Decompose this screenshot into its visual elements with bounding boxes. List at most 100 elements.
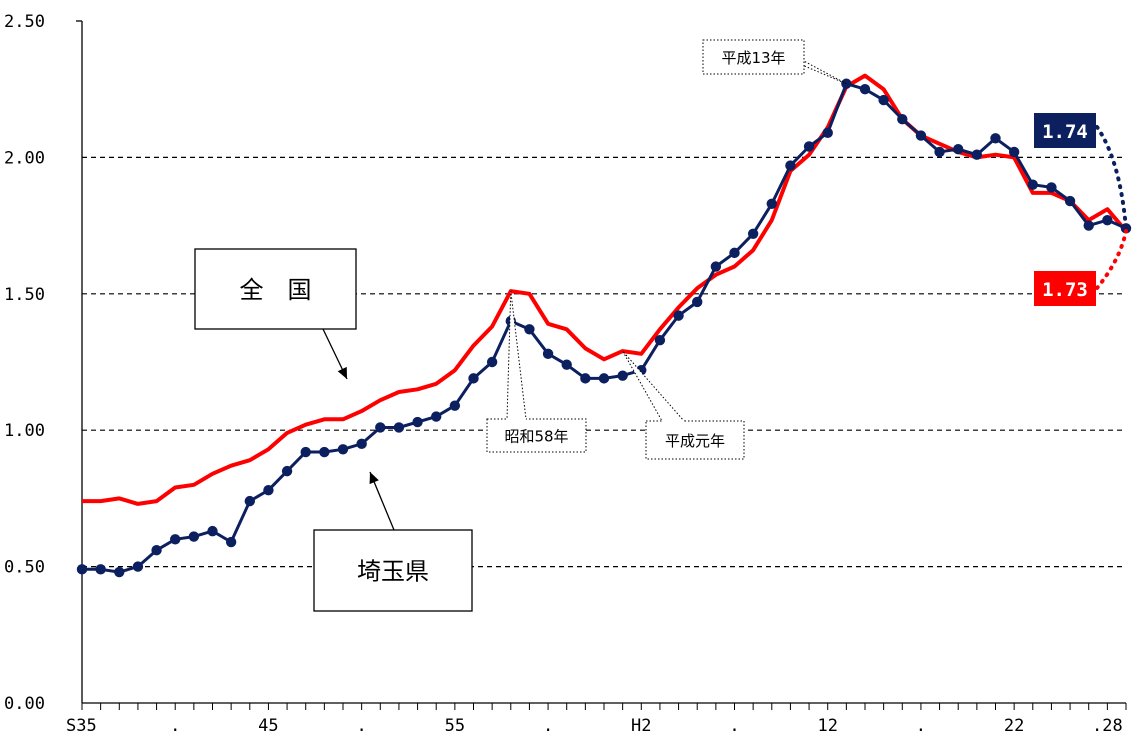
callout-box xyxy=(702,39,805,75)
saitama-data-point xyxy=(151,545,162,556)
y-tick-label: 2.50 xyxy=(4,12,45,32)
saitama-data-point xyxy=(710,261,722,272)
annotation-heisei1: 平成元年 xyxy=(622,350,745,460)
x-tick-label: . xyxy=(916,716,926,736)
x-tick-label: 12 xyxy=(817,716,837,736)
annotation-showa58: 昭和58年 xyxy=(486,291,587,453)
legend-label: 全 国 xyxy=(240,276,312,304)
saitama-data-point xyxy=(859,84,871,95)
gridlines xyxy=(82,156,1126,568)
legend-national: 全 国 xyxy=(194,248,357,380)
saitama-data-point xyxy=(1027,179,1038,190)
saitama-data-point xyxy=(878,94,889,106)
saitama-data-point xyxy=(561,359,572,370)
x-tick-label: . xyxy=(729,716,739,736)
saitama-data-point xyxy=(132,561,144,572)
national-end-label: 1.73 xyxy=(1042,279,1088,301)
x-tick-label: 45 xyxy=(258,716,278,736)
y-tick-label: 0.00 xyxy=(4,694,45,714)
legend-box xyxy=(194,248,357,330)
saitama-data-point xyxy=(990,133,1001,144)
x-tick-label: . xyxy=(170,716,180,736)
callout-box xyxy=(486,418,587,453)
callout-label: 平成元年 xyxy=(665,432,725,450)
axes: 0.00 0.50 1.00 1.50 2.00 2.50 S35. 45. 55. H2. 12.… xyxy=(4,12,1127,736)
national-end-label-bg xyxy=(1034,271,1096,306)
saitama-data-point xyxy=(170,534,181,545)
saitama-data-point xyxy=(281,465,293,477)
x-tick-label: 55 xyxy=(445,716,465,736)
legend-box xyxy=(313,529,473,612)
saitama-data-point xyxy=(1008,146,1020,158)
legend-arrow-head xyxy=(369,472,379,485)
saitama-data-point xyxy=(188,531,200,542)
saitama-end-label-bg xyxy=(1034,113,1096,148)
y-tick-label: 2.00 xyxy=(4,148,45,168)
saitama-data-point xyxy=(747,228,759,239)
callout-tail xyxy=(622,350,686,422)
saitama-data-point xyxy=(729,247,740,259)
y-tick-label: 1.00 xyxy=(4,421,45,441)
saitama-data-point xyxy=(300,446,311,458)
saitama-data-point xyxy=(692,296,703,308)
saitama-data-point xyxy=(244,495,255,507)
saitama-data-point xyxy=(803,141,815,152)
callout-box xyxy=(645,420,745,460)
y-tick-label: 1.50 xyxy=(4,285,45,305)
saitama-end-label: 1.74 xyxy=(1042,121,1088,143)
saitama-data-point xyxy=(654,334,666,346)
saitama-data-point xyxy=(468,373,479,384)
saitama-data-point xyxy=(375,422,386,433)
legend-saitama: 埼玉県 xyxy=(313,471,473,612)
saitama-data-point xyxy=(673,310,684,321)
saitama-data-point xyxy=(822,127,833,139)
saitama-data-point xyxy=(449,400,461,411)
saitama-data-point xyxy=(431,411,442,422)
national-end-connector xyxy=(1095,229,1128,290)
saitama-data-point xyxy=(598,373,610,384)
callout-label: 平成13年 xyxy=(721,49,785,67)
x-tick-label: S35 xyxy=(66,716,97,736)
x-tick-label: . xyxy=(357,716,367,736)
saitama-data-point xyxy=(1064,195,1076,207)
annotation-heisei13: 平成13年 xyxy=(702,39,847,85)
saitama-data-point xyxy=(393,422,405,433)
x-tick-label: . xyxy=(543,716,553,736)
saitama-data-point xyxy=(356,438,367,450)
saitama-data-point xyxy=(953,144,964,155)
series-lines xyxy=(76,73,1132,578)
saitama-data-point xyxy=(1083,220,1094,231)
saitama-data-point xyxy=(934,146,945,158)
saitama-data-point xyxy=(76,564,88,575)
saitama-data-point xyxy=(114,566,125,578)
saitama-data-point xyxy=(207,525,218,537)
saitama-data-point xyxy=(319,446,330,458)
saitama-data-point xyxy=(412,416,423,428)
saitama-data-point xyxy=(263,485,274,496)
saitama-data-point xyxy=(915,130,927,141)
saitama-data-point xyxy=(225,536,237,548)
x-tick-label: .28 xyxy=(1092,716,1123,736)
x-tick-label: H2 xyxy=(631,716,651,736)
saitama-data-point xyxy=(95,564,106,575)
saitama-data-point xyxy=(785,160,796,171)
saitama-data-point xyxy=(580,373,591,384)
saitama-data-point xyxy=(971,149,983,160)
legend-arrow-head xyxy=(337,366,347,379)
saitama-data-point xyxy=(617,370,628,381)
saitama-data-point xyxy=(897,114,908,125)
saitama-data-point xyxy=(542,348,554,360)
y-tick-label: 0.50 xyxy=(4,558,45,578)
saitama-data-point xyxy=(337,444,349,455)
saitama-end-connector xyxy=(1095,125,1128,231)
saitama-data-point xyxy=(1102,214,1113,226)
saitama-data-point xyxy=(766,198,777,209)
legend-label: 埼玉県 xyxy=(357,558,429,586)
saitama-data-point xyxy=(524,324,535,335)
saitama-data-point xyxy=(486,356,498,368)
x-tick-label: 22 xyxy=(1004,716,1024,736)
saitama-data-point xyxy=(1046,182,1057,193)
